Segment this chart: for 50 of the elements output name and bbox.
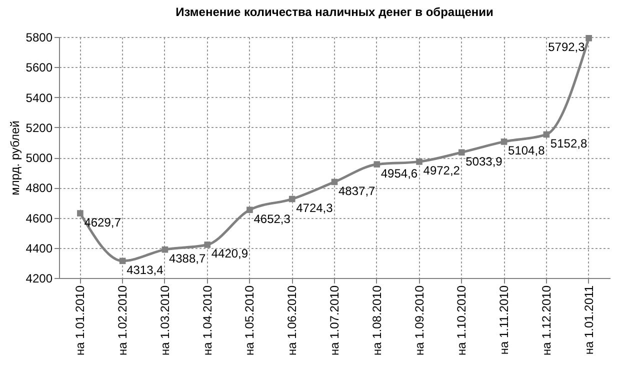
x-tick-label: на 1.12.2010 <box>539 285 554 356</box>
y-tick-label: 5600 <box>26 60 53 75</box>
y-tick-label: 4200 <box>26 272 53 286</box>
x-tick-label: на 1.07.2010 <box>328 285 342 356</box>
y-axis-title: млрд. рублей <box>8 120 22 196</box>
point <box>543 131 550 138</box>
point <box>162 246 168 253</box>
point <box>416 158 422 165</box>
x-tick-label: на 1.01.2010 <box>73 285 88 356</box>
y-tick-label: 4600 <box>26 211 53 226</box>
x-tick-label: на 1.11.2010 <box>497 285 512 355</box>
x-tick-label: на 1.06.2010 <box>285 285 300 356</box>
data-label: 4420,9 <box>211 246 248 261</box>
data-label: 4724,3 <box>296 201 334 216</box>
point <box>458 149 465 156</box>
x-tick-label: на 1.09.2010 <box>412 285 426 356</box>
point <box>374 161 380 168</box>
x-tick-label: на 1.10.2010 <box>454 285 469 356</box>
x-tick-label: на 1.08.2010 <box>370 285 384 356</box>
data-label: 4629,7 <box>84 215 122 230</box>
data-label: 5033,9 <box>466 154 503 168</box>
point <box>500 138 508 145</box>
y-tick-label: 5800 <box>26 30 53 44</box>
point <box>246 206 253 214</box>
y-tick-label: 4400 <box>26 241 53 256</box>
data-label: 4388,7 <box>168 252 206 266</box>
y-tick-label: 4800 <box>26 181 53 196</box>
chart-title: Изменение количества наличных денег в обращении <box>176 5 494 19</box>
data-label: 4837,7 <box>338 184 376 198</box>
x-tick-label: на 1.05.2010 <box>242 285 257 356</box>
point <box>77 210 84 216</box>
data-label: 4954,6 <box>380 166 418 180</box>
point <box>586 35 592 42</box>
x-tick-label: на 1.04.2010 <box>200 285 214 356</box>
data-label: 4652,3 <box>254 212 291 226</box>
data-label: 5792,3 <box>548 40 586 54</box>
data-label: 5152,8 <box>550 136 588 150</box>
y-tick-label: 5200 <box>26 120 53 135</box>
x-tick-label: на 1.01.2011 <box>582 285 596 355</box>
x-tick-label: на 1.03.2010 <box>158 285 172 356</box>
x-tick-label: на 1.02.2010 <box>116 285 130 356</box>
point <box>331 178 338 186</box>
point <box>204 242 211 248</box>
y-tick-label: 5400 <box>26 90 53 105</box>
point <box>119 258 126 264</box>
y-tick-label: 5000 <box>26 151 53 165</box>
data-label: 4972,2 <box>423 164 460 178</box>
point <box>288 196 296 202</box>
data-label: 4313,4 <box>126 262 164 277</box>
data-label: 5104,8 <box>508 144 546 158</box>
